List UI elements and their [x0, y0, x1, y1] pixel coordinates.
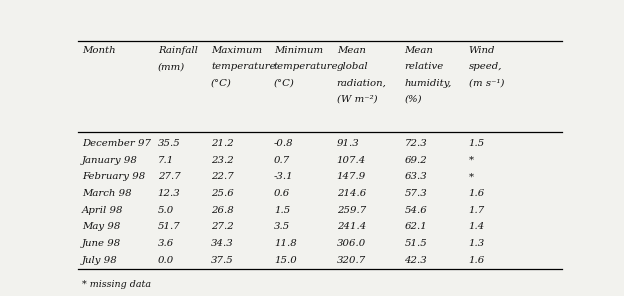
Text: temperature: temperature: [274, 62, 338, 71]
Text: (mm): (mm): [158, 62, 185, 71]
Text: 26.8: 26.8: [211, 206, 234, 215]
Text: 42.3: 42.3: [404, 256, 427, 265]
Text: 62.1: 62.1: [404, 222, 427, 231]
Text: *: *: [469, 156, 474, 165]
Text: 54.6: 54.6: [404, 206, 427, 215]
Text: 1.4: 1.4: [469, 222, 485, 231]
Text: 3.6: 3.6: [158, 239, 174, 248]
Text: (°C): (°C): [211, 79, 232, 88]
Text: 21.2: 21.2: [211, 139, 234, 148]
Text: December 97: December 97: [82, 139, 151, 148]
Text: global: global: [337, 62, 368, 71]
Text: February 98: February 98: [82, 173, 145, 181]
Text: 214.6: 214.6: [337, 189, 366, 198]
Text: (%): (%): [404, 95, 422, 104]
Text: 37.5: 37.5: [211, 256, 234, 265]
Text: temperature: temperature: [211, 62, 276, 71]
Text: 1.5: 1.5: [274, 206, 290, 215]
Text: 7.1: 7.1: [158, 156, 174, 165]
Text: 23.2: 23.2: [211, 156, 234, 165]
Text: 306.0: 306.0: [337, 239, 366, 248]
Text: Mean: Mean: [337, 46, 366, 55]
Text: speed,: speed,: [469, 62, 502, 71]
Text: 27.7: 27.7: [158, 173, 180, 181]
Text: 63.3: 63.3: [404, 173, 427, 181]
Text: 241.4: 241.4: [337, 222, 366, 231]
Text: 72.3: 72.3: [404, 139, 427, 148]
Text: * missing data: * missing data: [82, 280, 151, 289]
Text: 27.2: 27.2: [211, 222, 234, 231]
Text: 3.5: 3.5: [274, 222, 290, 231]
Text: 91.3: 91.3: [337, 139, 359, 148]
Text: 35.5: 35.5: [158, 139, 180, 148]
Text: May 98: May 98: [82, 222, 120, 231]
Text: 320.7: 320.7: [337, 256, 366, 265]
Text: (°C): (°C): [274, 79, 295, 88]
Text: 51.5: 51.5: [404, 239, 427, 248]
Text: -3.1: -3.1: [274, 173, 293, 181]
Text: 1.6: 1.6: [469, 189, 485, 198]
Text: 34.3: 34.3: [211, 239, 234, 248]
Text: January 98: January 98: [82, 156, 138, 165]
Text: 259.7: 259.7: [337, 206, 366, 215]
Text: humidity,: humidity,: [404, 79, 452, 88]
Text: Mean: Mean: [404, 46, 433, 55]
Text: 5.0: 5.0: [158, 206, 174, 215]
Text: Rainfall: Rainfall: [158, 46, 198, 55]
Text: 147.9: 147.9: [337, 173, 366, 181]
Text: relative: relative: [404, 62, 444, 71]
Text: 69.2: 69.2: [404, 156, 427, 165]
Text: 51.7: 51.7: [158, 222, 180, 231]
Text: (W m⁻²): (W m⁻²): [337, 95, 378, 104]
Text: (m s⁻¹): (m s⁻¹): [469, 79, 504, 88]
Text: Wind: Wind: [469, 46, 495, 55]
Text: 107.4: 107.4: [337, 156, 366, 165]
Text: April 98: April 98: [82, 206, 124, 215]
Text: 0.7: 0.7: [274, 156, 290, 165]
Text: 25.6: 25.6: [211, 189, 234, 198]
Text: Month: Month: [82, 46, 115, 55]
Text: June 98: June 98: [82, 239, 121, 248]
Text: 0.6: 0.6: [274, 189, 290, 198]
Text: 1.3: 1.3: [469, 239, 485, 248]
Text: 15.0: 15.0: [274, 256, 296, 265]
Text: 1.6: 1.6: [469, 256, 485, 265]
Text: radiation,: radiation,: [337, 79, 387, 88]
Text: 57.3: 57.3: [404, 189, 427, 198]
Text: 11.8: 11.8: [274, 239, 296, 248]
Text: July 98: July 98: [82, 256, 117, 265]
Text: 1.7: 1.7: [469, 206, 485, 215]
Text: March 98: March 98: [82, 189, 132, 198]
Text: *: *: [469, 173, 474, 181]
Text: 22.7: 22.7: [211, 173, 234, 181]
Text: 1.5: 1.5: [469, 139, 485, 148]
Text: 12.3: 12.3: [158, 189, 180, 198]
Text: Maximum: Maximum: [211, 46, 262, 55]
Text: 0.0: 0.0: [158, 256, 174, 265]
Text: Minimum: Minimum: [274, 46, 323, 55]
Text: -0.8: -0.8: [274, 139, 293, 148]
